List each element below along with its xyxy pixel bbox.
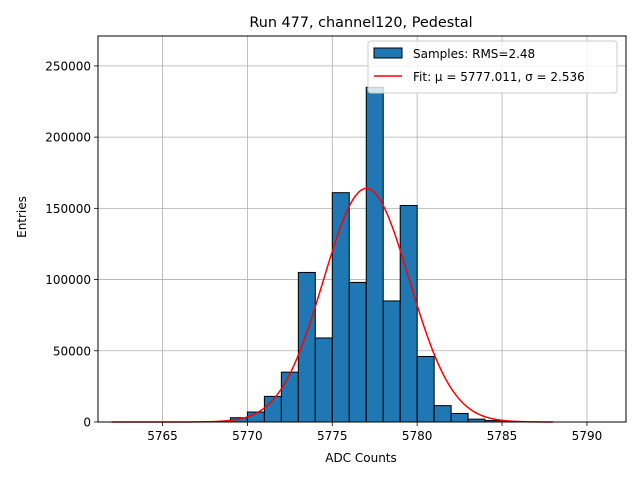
x-tick-label: 5765 xyxy=(147,429,178,443)
histogram-bar xyxy=(417,356,434,422)
histogram-bar xyxy=(349,282,366,422)
histogram-bar xyxy=(366,87,383,422)
legend-swatch-samples xyxy=(374,48,402,58)
y-tick-label: 100000 xyxy=(45,273,91,287)
y-axis-label: Entries xyxy=(15,196,29,238)
chart-title: Run 477, channel120, Pedestal xyxy=(249,15,472,31)
histogram-bar xyxy=(315,338,332,422)
x-tick-label: 5780 xyxy=(402,429,433,443)
histogram-bar xyxy=(434,406,451,422)
y-tick-label: 150000 xyxy=(45,202,91,216)
x-axis-label: ADC Counts xyxy=(325,451,397,465)
legend-label-samples: Samples: RMS=2.48 xyxy=(413,47,535,61)
legend-label-fit: Fit: μ = 5777.011, σ = 2.536 xyxy=(413,70,585,84)
histogram-bar xyxy=(281,372,298,422)
histogram-bar xyxy=(400,205,417,422)
x-tick-label: 5775 xyxy=(317,429,348,443)
y-tick-label: 200000 xyxy=(45,131,91,145)
y-tick-label: 0 xyxy=(83,416,91,430)
legend: Samples: RMS=2.48 Fit: μ = 5777.011, σ =… xyxy=(368,41,617,93)
x-tick-label: 5785 xyxy=(487,429,518,443)
histogram-bar xyxy=(451,413,468,422)
x-tick-label: 5770 xyxy=(232,429,263,443)
y-tick-label: 50000 xyxy=(53,344,91,358)
histogram-bar xyxy=(383,301,400,422)
x-tick-label: 5790 xyxy=(572,429,603,443)
y-tick-label: 250000 xyxy=(45,59,91,73)
